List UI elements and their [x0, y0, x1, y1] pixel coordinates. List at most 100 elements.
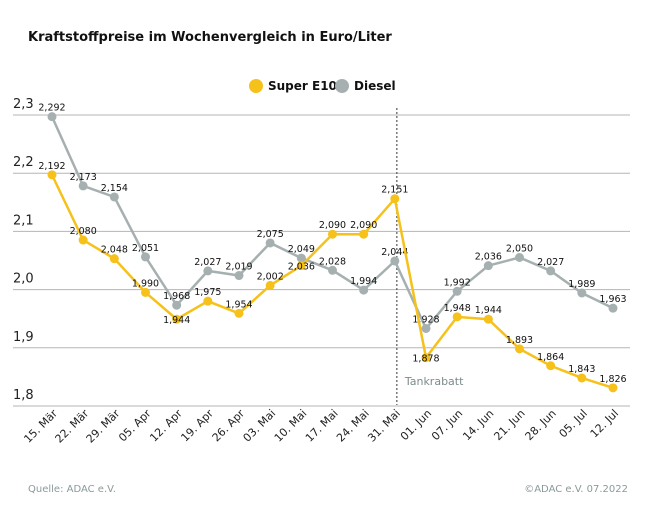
data-point — [328, 229, 337, 239]
data-label: 2,192 — [38, 161, 65, 172]
data-label: 2,154 — [101, 183, 128, 194]
data-point — [203, 296, 213, 306]
data-label: 1,968 — [163, 291, 190, 302]
data-point — [359, 285, 369, 295]
copyright-note: ©ADAC e.V. 07.2022 — [524, 484, 628, 495]
data-point — [577, 373, 587, 383]
tankrabatt-label: Tankrabatt — [404, 375, 464, 388]
data-point — [608, 303, 618, 313]
data-point — [47, 112, 57, 122]
y-tick-label: 2,3 — [13, 97, 34, 112]
data-point — [296, 261, 306, 271]
y-tick-label: 1,8 — [13, 388, 34, 403]
data-label: 2,044 — [381, 247, 408, 258]
legend-label: Super E10 — [268, 79, 337, 93]
y-tick-label: 2,2 — [13, 155, 34, 170]
data-point — [203, 266, 213, 276]
data-label: 2,028 — [319, 256, 346, 267]
data-point — [141, 287, 150, 297]
x-tick-label: 01. Jun — [398, 407, 434, 443]
data-point — [452, 286, 462, 296]
data-label: 2,049 — [288, 244, 315, 255]
data-label: 1,994 — [350, 276, 377, 287]
data-label: 1,975 — [194, 287, 221, 298]
data-label: 1,878 — [412, 354, 439, 365]
y-tick-label: 2,0 — [13, 272, 34, 287]
data-label: 2,027 — [537, 257, 564, 268]
y-tick-label: 2,1 — [13, 213, 34, 228]
data-point — [234, 271, 244, 281]
data-point — [359, 229, 369, 239]
data-label: 1,992 — [444, 277, 471, 288]
data-label: 2,075 — [257, 229, 284, 240]
data-label: 2,036 — [475, 252, 502, 263]
x-tick-label: 28. Jun — [523, 407, 559, 443]
x-tick-label: 31. Mai — [365, 407, 403, 445]
x-tick-label: 03. Mai — [241, 407, 279, 445]
data-point — [265, 280, 275, 290]
x-tick-label: 14. Jun — [460, 407, 496, 443]
x-tick-label: 24. Mai — [334, 407, 372, 445]
data-label: 2,151 — [381, 185, 408, 196]
x-tick-label: 05. Jul — [557, 407, 590, 440]
source-note: Quelle: ADAC e.V. — [28, 484, 116, 495]
data-label: 2,173 — [70, 172, 97, 183]
data-point — [172, 300, 182, 310]
data-label: 1,928 — [412, 315, 439, 326]
data-point — [78, 235, 88, 245]
chart-title: Kraftstoffpreise im Wochenvergleich in E… — [28, 30, 392, 45]
data-point — [452, 312, 462, 322]
x-tick-label: 21. Jun — [491, 407, 527, 443]
data-point — [608, 383, 618, 393]
data-point — [234, 308, 244, 318]
data-point — [109, 254, 119, 264]
data-label: 1,944 — [475, 305, 502, 316]
x-tick-label: 05. Apr — [116, 407, 154, 445]
data-label: 2,292 — [38, 103, 65, 114]
data-label: 1,990 — [132, 278, 159, 289]
data-point — [172, 314, 182, 324]
data-point — [390, 256, 400, 266]
x-tick-label: 26. Apr — [210, 407, 248, 445]
data-point — [546, 266, 556, 276]
x-tick-label: 17. Mai — [303, 407, 341, 445]
data-point — [483, 261, 493, 271]
legend-marker-diesel — [335, 79, 349, 93]
data-label: 1,963 — [599, 294, 626, 305]
data-label: 1,893 — [506, 335, 533, 346]
data-label: 1,954 — [225, 299, 252, 310]
data-label: 1,944 — [163, 315, 190, 326]
data-label: 1,843 — [568, 364, 595, 375]
data-point — [483, 314, 493, 324]
data-label: 2,002 — [257, 271, 284, 282]
data-point — [390, 194, 400, 204]
y-tick-label: 1,9 — [13, 330, 34, 345]
x-tick-label: 29. Mär — [84, 407, 123, 446]
data-label: 1,989 — [568, 279, 595, 290]
data-label: 2,050 — [506, 244, 533, 255]
data-label: 1,948 — [444, 303, 471, 314]
legend-marker-super-e10 — [249, 79, 263, 93]
data-point — [421, 353, 431, 363]
data-point — [421, 324, 431, 334]
x-tick-label: 19. Apr — [178, 407, 216, 445]
data-label: 2,090 — [319, 220, 346, 231]
legend-label: Diesel — [354, 79, 396, 93]
data-label: 1,826 — [599, 374, 626, 385]
data-point — [328, 265, 337, 275]
data-point — [577, 288, 587, 298]
x-tick-label: 12. Apr — [147, 407, 185, 445]
data-label: 2,036 — [288, 262, 315, 273]
data-label: 1,864 — [537, 352, 564, 363]
data-point — [141, 252, 150, 262]
x-tick-label: 07. Jun — [429, 407, 465, 443]
x-tick-label: 10. Mai — [272, 407, 310, 445]
data-point — [47, 170, 57, 180]
data-label: 2,080 — [70, 226, 97, 237]
data-point — [515, 253, 524, 262]
data-point — [109, 192, 119, 202]
data-point — [546, 361, 556, 371]
data-label: 2,027 — [194, 257, 221, 268]
